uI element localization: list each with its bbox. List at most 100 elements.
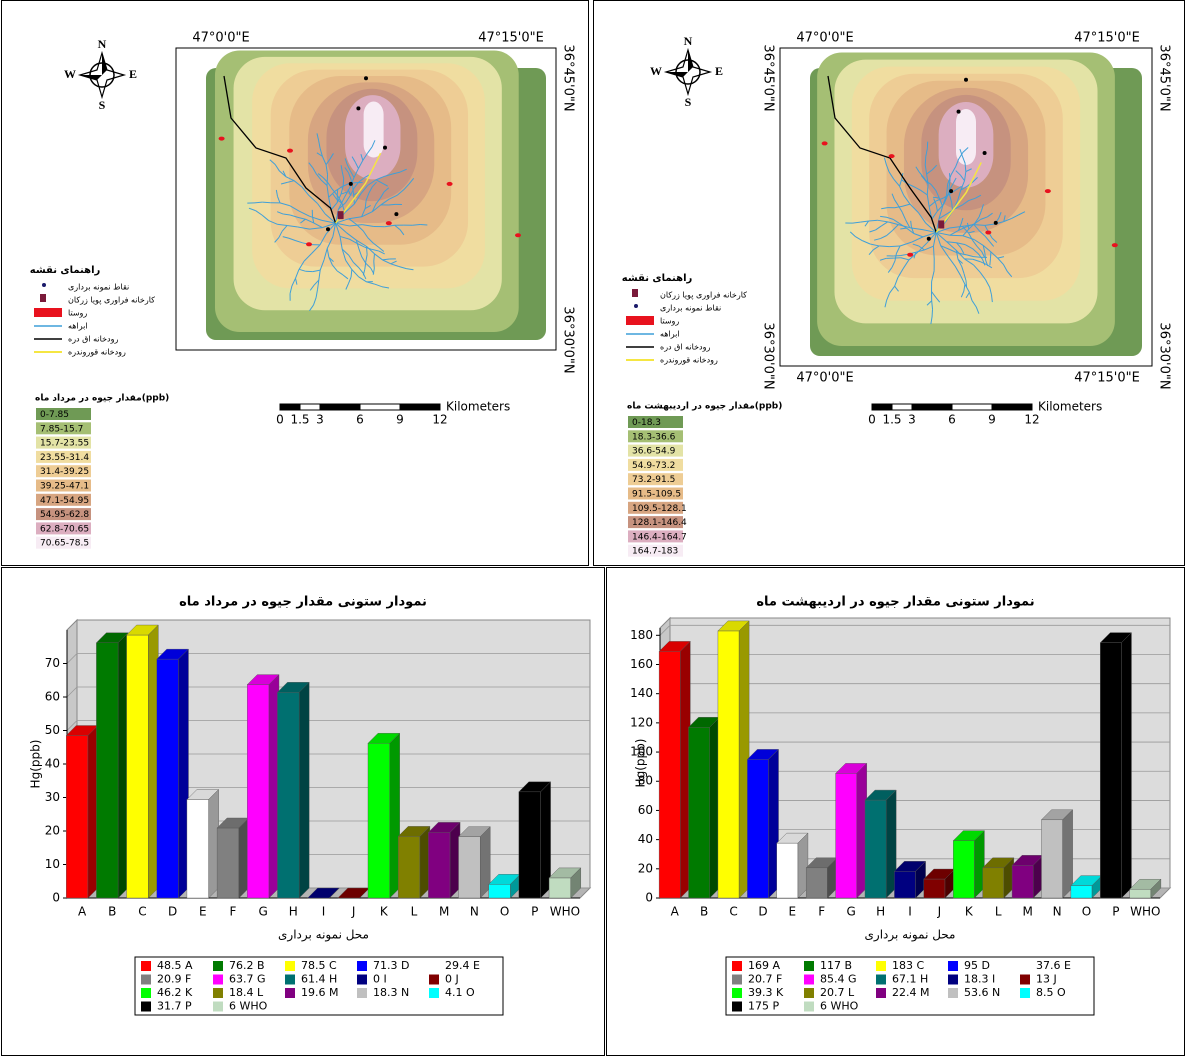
stream bbox=[949, 173, 950, 179]
figure: 47°0'0"E47°15'0"E36°45'0"N36°30'0"NNSEWر… bbox=[0, 0, 1186, 1057]
legend-entry: 95 D bbox=[964, 959, 990, 972]
scale-segment bbox=[320, 404, 360, 410]
legend-category: L bbox=[848, 986, 855, 999]
scale-label: 12 bbox=[432, 413, 447, 427]
scale-segment bbox=[280, 404, 300, 410]
legend-value: 78.5 bbox=[301, 959, 326, 972]
compass-letter: S bbox=[685, 95, 692, 109]
village bbox=[306, 242, 312, 246]
scale-segment bbox=[952, 404, 992, 410]
class-label: 0-7.85 bbox=[40, 410, 69, 420]
legend-value: 18.3 bbox=[964, 973, 989, 986]
legend-swatch bbox=[429, 961, 439, 971]
bar-front bbox=[368, 743, 390, 898]
village bbox=[985, 230, 991, 234]
bar bbox=[368, 733, 400, 898]
bar-front bbox=[1041, 820, 1062, 898]
legend-value: 48.5 bbox=[157, 959, 182, 972]
legend-category: J bbox=[1053, 973, 1057, 986]
sample-point bbox=[964, 78, 968, 82]
legend-value: 19.6 bbox=[301, 986, 326, 999]
compass-letter: N bbox=[684, 34, 693, 48]
y-tick-label: 60 bbox=[45, 690, 60, 704]
legend-category: B bbox=[257, 959, 265, 972]
bar bbox=[1100, 633, 1131, 898]
legend-category: P bbox=[773, 1000, 780, 1013]
legend-swatch bbox=[1020, 961, 1030, 971]
legend-value: 85.4 bbox=[820, 973, 845, 986]
class-label: 18.3-36.6 bbox=[632, 432, 676, 442]
bar-front bbox=[187, 800, 209, 898]
sample-point bbox=[994, 221, 998, 225]
legend-category: I bbox=[992, 973, 995, 986]
x-tick-label: K bbox=[380, 905, 389, 919]
bar bbox=[1012, 855, 1043, 898]
village bbox=[386, 221, 392, 225]
legend-entry: 169 A bbox=[748, 959, 781, 972]
bar-front bbox=[519, 792, 541, 898]
legend-title: راهنمای نقشه bbox=[30, 265, 101, 276]
lon-label: 47°15'0"E bbox=[478, 31, 544, 46]
sample-point bbox=[383, 146, 387, 150]
class-label: 36.6-54.9 bbox=[632, 447, 676, 457]
class-label: 146.4-164.7 bbox=[632, 532, 687, 542]
scale-unit: Kilometers bbox=[1038, 400, 1102, 414]
bar bbox=[836, 763, 867, 898]
x-tick-label: M bbox=[439, 905, 449, 919]
legend-label: روستا bbox=[660, 317, 679, 326]
legend-symbol bbox=[40, 294, 46, 302]
legend-value: 183 bbox=[892, 959, 913, 972]
bar-front bbox=[836, 773, 857, 898]
bar bbox=[865, 790, 896, 898]
bar bbox=[519, 782, 551, 898]
bar-front bbox=[428, 832, 450, 898]
bar-front bbox=[659, 651, 680, 898]
bar bbox=[398, 826, 430, 898]
x-tick-label: B bbox=[108, 905, 116, 919]
village bbox=[447, 182, 453, 186]
bar-front bbox=[277, 692, 299, 898]
legend-entry: 19.6 M bbox=[301, 986, 339, 999]
x-tick-label: A bbox=[671, 905, 680, 919]
legend-label: ابراهه bbox=[660, 330, 680, 339]
legend-label: روستا bbox=[68, 309, 87, 318]
compass-letter: E bbox=[715, 64, 723, 78]
legend-category: K bbox=[776, 986, 784, 999]
stream bbox=[388, 204, 395, 205]
compass-letter: N bbox=[98, 37, 107, 51]
legend-swatch bbox=[948, 975, 958, 985]
bar-front bbox=[1100, 643, 1121, 898]
legend-category: A bbox=[773, 959, 781, 972]
village bbox=[219, 137, 225, 141]
stream bbox=[869, 220, 878, 221]
legend-value: 95 bbox=[964, 959, 978, 972]
legend-swatch bbox=[357, 988, 367, 998]
legend-entry: 31.7 P bbox=[157, 1000, 192, 1013]
stream bbox=[374, 261, 375, 268]
legend-category: K bbox=[185, 986, 193, 999]
x-tick-label: E bbox=[789, 905, 797, 919]
bar bbox=[659, 641, 690, 898]
map-surface bbox=[206, 51, 546, 340]
x-tick-label: J bbox=[351, 905, 356, 919]
stream bbox=[254, 202, 262, 203]
class-label: 164.7-183 bbox=[632, 547, 678, 557]
lat-label: 36°30'0"N bbox=[1157, 322, 1172, 389]
x-tick-label: M bbox=[1022, 905, 1032, 919]
lat-label: 36°45'0"N bbox=[761, 44, 776, 111]
legend-entry: 39.3 K bbox=[748, 986, 784, 999]
legend-value: 53.6 bbox=[964, 986, 989, 999]
lon-label: 47°0'0"E bbox=[796, 371, 853, 386]
legend-symbol bbox=[34, 308, 62, 317]
legend-swatch bbox=[141, 1002, 151, 1012]
x-tick-label: N bbox=[470, 905, 479, 919]
village bbox=[515, 233, 521, 237]
village bbox=[907, 253, 913, 257]
lon-label: 47°15'0"E bbox=[1074, 31, 1140, 46]
legend-entry: 53.6 N bbox=[964, 986, 1000, 999]
y-tick-label: 30 bbox=[45, 790, 60, 804]
bar-front bbox=[718, 631, 739, 898]
village bbox=[1112, 243, 1118, 247]
bar-front bbox=[127, 635, 149, 898]
legend-entry: 0 I bbox=[373, 973, 387, 986]
